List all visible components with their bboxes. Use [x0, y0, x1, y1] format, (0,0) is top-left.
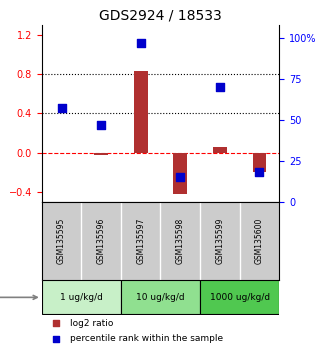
Point: [53, 320, 58, 326]
Text: GSM135598: GSM135598: [176, 218, 185, 264]
Text: 1 ug/kg/d: 1 ug/kg/d: [60, 293, 103, 302]
Bar: [134, 71, 148, 153]
Text: 1000 ug/kg/d: 1000 ug/kg/d: [210, 293, 270, 302]
Text: 10 ug/kg/d: 10 ug/kg/d: [136, 293, 185, 302]
Point: [138, 40, 143, 46]
Text: GSM135595: GSM135595: [57, 217, 66, 264]
Point: [217, 84, 222, 90]
Text: GSM135599: GSM135599: [215, 217, 224, 264]
Text: log2 ratio: log2 ratio: [70, 319, 114, 327]
Text: percentile rank within the sample: percentile rank within the sample: [70, 335, 223, 343]
Text: dose: dose: [0, 292, 37, 302]
Text: GSM135597: GSM135597: [136, 217, 145, 264]
Bar: [253, 153, 266, 172]
Text: GSM135600: GSM135600: [255, 217, 264, 264]
Title: GDS2924 / 18533: GDS2924 / 18533: [99, 8, 222, 22]
Text: GSM135596: GSM135596: [97, 217, 106, 264]
FancyBboxPatch shape: [200, 280, 279, 314]
Bar: [213, 147, 227, 153]
Point: [53, 336, 58, 342]
FancyBboxPatch shape: [121, 280, 200, 314]
Bar: [94, 153, 108, 155]
Point: [59, 105, 64, 111]
FancyBboxPatch shape: [42, 280, 121, 314]
Point: [178, 175, 183, 180]
Bar: [173, 153, 187, 194]
Point: [99, 122, 104, 127]
Point: [257, 170, 262, 175]
